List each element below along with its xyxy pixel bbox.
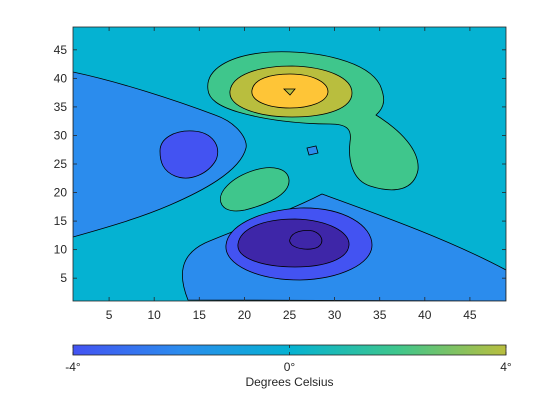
y-axis: 5 10 15 20 25 30 35 40 45 <box>54 43 506 285</box>
contour-fill-top-high-tip <box>283 88 296 96</box>
y-tick-label: 10 <box>54 243 68 257</box>
y-tick-label: 35 <box>54 100 68 114</box>
contour-fill-left-low <box>73 71 247 238</box>
x-tick-label: 15 <box>193 308 207 322</box>
contour-fill-bottom-low-center <box>289 230 323 250</box>
colorbar-tick-label: 0° <box>284 360 296 374</box>
y-tick-label: 40 <box>54 71 68 85</box>
x-tick-label: 20 <box>238 308 252 322</box>
x-tick-label: 45 <box>463 308 477 322</box>
x-tick-label: 30 <box>328 308 342 322</box>
x-tick-label: 40 <box>418 308 432 322</box>
colorbar: -4° 0° 4° Degrees Celsius <box>65 344 512 389</box>
contour-fill-small-low <box>306 145 319 156</box>
x-tick-label: 35 <box>373 308 387 322</box>
colorbar-tick-label: -4° <box>65 360 81 374</box>
colorbar-tick-label: 4° <box>500 360 512 374</box>
contour-regions <box>73 51 506 301</box>
contour-fill-left-low-core <box>159 130 219 179</box>
y-tick-label: 15 <box>54 214 68 228</box>
y-tick-label: 5 <box>60 271 67 285</box>
x-tick-label: 25 <box>283 308 297 322</box>
y-tick-label: 45 <box>54 43 68 57</box>
y-tick-label: 25 <box>54 157 68 171</box>
x-axis: 5 10 15 20 25 30 35 40 45 <box>106 27 477 322</box>
colorbar-label: Degrees Celsius <box>245 375 333 389</box>
x-tick-label: 10 <box>148 308 162 322</box>
x-tick-label: 5 <box>106 308 113 322</box>
y-tick-label: 30 <box>54 128 68 142</box>
plot-area: 5 10 15 20 25 30 35 40 45 5 10 15 20 25 30 35 40 45 <box>54 26 507 322</box>
contour-fill-mid-blob <box>220 167 290 212</box>
colorbar-ticks: -4° 0° 4° <box>65 345 512 374</box>
y-tick-label: 20 <box>54 186 68 200</box>
